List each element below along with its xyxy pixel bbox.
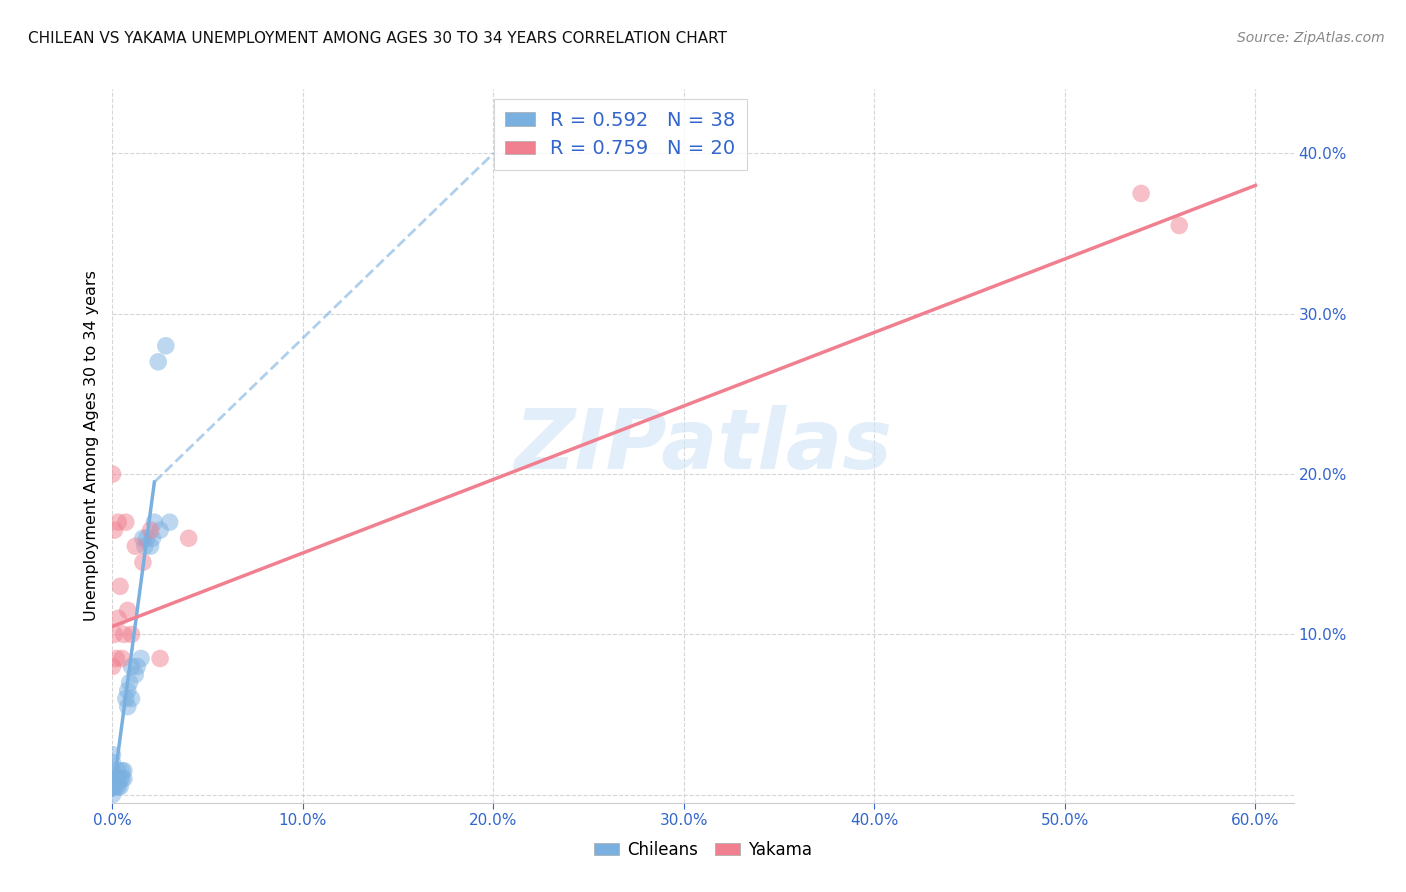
Point (112, 764, 135, 778)
Point (124, 539, 146, 553)
Point (112, 627, 135, 641)
Point (139, 523, 162, 537)
Point (111, 772, 134, 786)
Point (149, 651, 172, 665)
Point (101, 467, 124, 481)
Y-axis label: Unemployment Among Ages 30 to 34 years: Unemployment Among Ages 30 to 34 years (83, 270, 98, 622)
Point (124, 667, 146, 681)
Point (132, 531, 155, 545)
Point (129, 651, 152, 665)
Point (101, 747, 124, 762)
Point (101, 756, 124, 770)
Point (114, 515, 136, 529)
Point (107, 780, 129, 794)
Point (121, 627, 143, 641)
Point (155, 339, 177, 353)
Point (101, 780, 124, 794)
Point (111, 651, 134, 665)
Point (117, 683, 139, 698)
Point (111, 764, 134, 778)
Point (103, 523, 125, 537)
Legend: Chileans, Yakama: Chileans, Yakama (588, 835, 818, 866)
Point (177, 531, 200, 545)
Point (159, 515, 181, 529)
Point (107, 764, 129, 778)
Point (127, 659, 149, 673)
Point (101, 764, 124, 778)
Point (101, 772, 124, 786)
Point (101, 659, 124, 673)
Point (107, 515, 129, 529)
Point (1168, 219, 1191, 233)
Point (149, 523, 172, 537)
Point (105, 772, 128, 786)
Point (134, 539, 156, 553)
Point (132, 555, 155, 569)
Point (105, 651, 128, 665)
Point (148, 355, 170, 369)
Text: CHILEAN VS YAKAMA UNEMPLOYMENT AMONG AGES 30 TO 34 YEARS CORRELATION CHART: CHILEAN VS YAKAMA UNEMPLOYMENT AMONG AGE… (28, 31, 727, 46)
Point (103, 627, 125, 641)
Point (117, 603, 139, 617)
Point (121, 691, 143, 706)
Point (108, 772, 131, 786)
Point (114, 691, 136, 706)
Point (101, 788, 124, 802)
Point (105, 780, 128, 794)
Point (108, 579, 131, 593)
Point (139, 539, 162, 553)
Point (108, 780, 131, 794)
Point (107, 772, 129, 786)
Point (118, 675, 141, 690)
Point (135, 531, 157, 545)
Point (103, 772, 125, 786)
Point (121, 659, 143, 673)
Point (141, 531, 163, 545)
Point (107, 611, 129, 625)
Point (143, 515, 166, 529)
Point (112, 772, 135, 786)
Point (117, 699, 139, 714)
Point (1130, 186, 1153, 201)
Text: Source: ZipAtlas.com: Source: ZipAtlas.com (1237, 31, 1385, 45)
Text: ZIPatlas: ZIPatlas (515, 406, 891, 486)
Point (103, 780, 125, 794)
